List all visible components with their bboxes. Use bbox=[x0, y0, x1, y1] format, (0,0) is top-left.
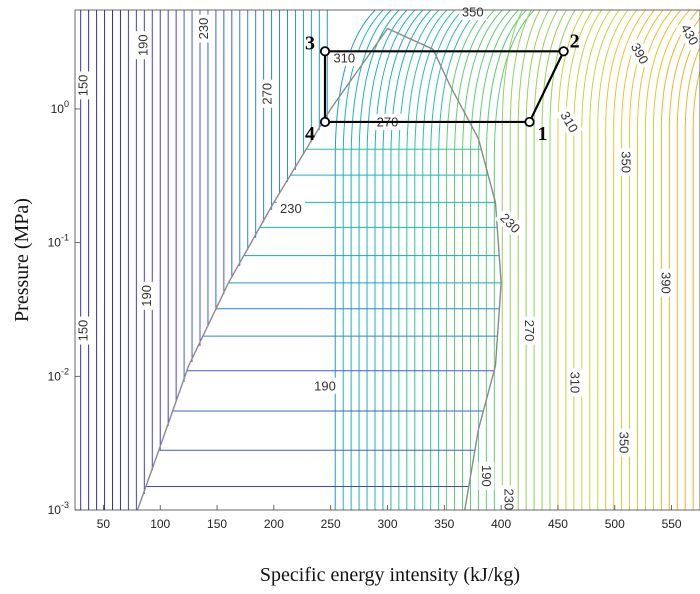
isotherm-line bbox=[613, 10, 646, 510]
isotherm-label-bg bbox=[195, 14, 212, 43]
plot-frame bbox=[74, 9, 700, 511]
isotherm-label-bg bbox=[259, 79, 276, 108]
isotherm-line bbox=[644, 10, 682, 510]
isotherm-line bbox=[517, 10, 541, 510]
cycle-state-point bbox=[524, 116, 535, 128]
y-axis-title: Pressure (MPa) bbox=[11, 198, 33, 322]
isotherm-label: 230 bbox=[196, 18, 211, 40]
x-tick-label: 250 bbox=[321, 517, 341, 531]
x-tick-label: 400 bbox=[491, 517, 511, 531]
x-tick-label: 100 bbox=[150, 517, 170, 531]
x-tick-label: 300 bbox=[377, 517, 397, 531]
cycle-state-point bbox=[558, 46, 569, 57]
plot-background bbox=[75, 10, 700, 510]
y-tick-label: 10-3 bbox=[48, 500, 69, 517]
isotherm-label-bg bbox=[657, 268, 674, 297]
isotherm-line bbox=[621, 10, 655, 510]
isotherm-label: 350 bbox=[616, 432, 631, 454]
isotherm-label: 230 bbox=[502, 489, 517, 511]
isotherm-label-bg bbox=[501, 485, 518, 514]
isotherm-lines bbox=[80, 10, 700, 510]
isotherm-labels: 1501902302703102703502301901501902302703… bbox=[74, 4, 700, 514]
x-tick-label: 450 bbox=[548, 517, 568, 531]
isotherm-label-bg bbox=[311, 377, 339, 394]
isotherm-label-bg bbox=[675, 18, 700, 51]
isotherm-line bbox=[684, 46, 700, 510]
isotherm-label-bg bbox=[135, 31, 152, 60]
refrigeration-cycle: 1 2 3 4 bbox=[305, 30, 580, 145]
cycle-state-label: 2 bbox=[570, 30, 580, 52]
y-tick-label: 100 bbox=[51, 99, 69, 116]
isotherm-label-bg bbox=[521, 316, 538, 345]
isotherm-label-bg bbox=[615, 428, 632, 457]
isotherm-label-bg bbox=[138, 281, 155, 310]
isotherm-label-bg bbox=[74, 316, 91, 345]
saturation-dome bbox=[136, 27, 502, 510]
isotherm-line bbox=[668, 17, 700, 510]
isotherm-label-bg bbox=[494, 207, 526, 239]
x-axis-title: Specific energy intensity (kJ/kg) bbox=[260, 564, 520, 586]
cycle-state-label: 3 bbox=[305, 32, 315, 54]
cycle-state-point bbox=[319, 116, 331, 128]
isotherm-label-bg bbox=[74, 71, 91, 100]
isotherm-line bbox=[549, 10, 576, 510]
isotherm-line bbox=[509, 10, 532, 510]
isotherm-label: 310 bbox=[333, 51, 355, 66]
isotherm-line bbox=[629, 10, 664, 510]
isotherm-label: 190 bbox=[139, 285, 154, 307]
isotherm-line bbox=[692, 69, 700, 510]
isotherm-label: 230 bbox=[280, 201, 302, 216]
isotherm-label: 270 bbox=[260, 83, 275, 105]
x-tick-label: 500 bbox=[605, 517, 625, 531]
y-tick-label: 10-2 bbox=[48, 366, 69, 383]
isotherm-line bbox=[501, 10, 523, 510]
cycle-state-label: 4 bbox=[305, 123, 315, 145]
isotherm-line bbox=[581, 10, 611, 510]
x-tick-label: 350 bbox=[434, 517, 454, 531]
isotherm-label: 310 bbox=[568, 372, 583, 394]
x-tick-label: 50 bbox=[97, 517, 111, 531]
y-axis-ticks: 10-3 10-2 10-1 100 bbox=[48, 99, 80, 517]
isotherm-label: 270 bbox=[522, 320, 537, 342]
isotherm-label-bg bbox=[330, 50, 359, 67]
isotherm-label: 150 bbox=[75, 75, 90, 97]
x-tick-label: 200 bbox=[264, 517, 284, 531]
isotherm-line bbox=[589, 10, 620, 510]
isotherm-line bbox=[652, 10, 690, 510]
isotherm-label: 390 bbox=[658, 272, 673, 294]
x-tick-label: 150 bbox=[207, 517, 227, 531]
isotherm-line bbox=[493, 10, 535, 510]
isotherm-label: 350 bbox=[619, 151, 634, 173]
isotherm-label-bg bbox=[276, 200, 305, 217]
isotherm-line bbox=[676, 29, 700, 510]
isotherm-label: 150 bbox=[75, 320, 90, 342]
cycle-state-point bbox=[319, 46, 331, 57]
isotherm-line bbox=[605, 10, 638, 510]
saturation-dome-curve bbox=[136, 27, 502, 510]
isotherm-label-bg bbox=[567, 368, 583, 397]
isotherm-line bbox=[557, 10, 585, 510]
isotherm-label-bg bbox=[478, 461, 495, 490]
x-tick-label: 550 bbox=[662, 517, 682, 531]
isotherm-line bbox=[541, 10, 567, 510]
isotherm-label-bg bbox=[458, 4, 487, 21]
isotherm-line bbox=[597, 10, 629, 510]
isotherm-label: 190 bbox=[136, 34, 151, 56]
isotherm-label-bg bbox=[625, 37, 654, 70]
isotherm-label-bg bbox=[555, 105, 584, 139]
x-axis-ticks: 50 100 150 200 250 300 350 400 450 500 550 bbox=[97, 505, 682, 531]
y-tick-label: 10-1 bbox=[48, 233, 69, 250]
cycle-state-label: 1 bbox=[538, 123, 548, 145]
isotherm-label: 350 bbox=[462, 5, 484, 20]
isotherm-label: 190 bbox=[314, 378, 336, 393]
isotherm-label: 190 bbox=[479, 465, 494, 487]
isotherm-label-bg bbox=[618, 148, 635, 177]
